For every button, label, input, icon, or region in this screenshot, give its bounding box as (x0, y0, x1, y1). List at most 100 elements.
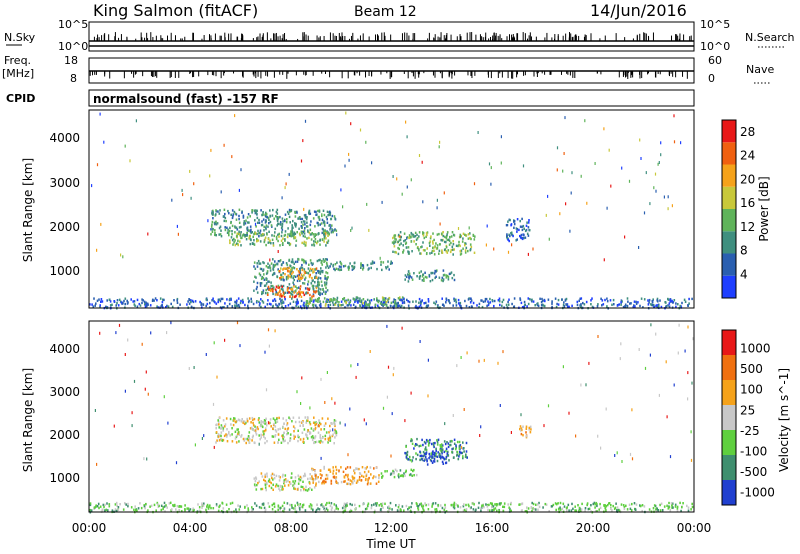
scatter-cell (259, 302, 261, 304)
scatter-cell (170, 303, 172, 305)
scatter-cell (422, 200, 423, 203)
colorbar-tick: 4 (740, 267, 748, 281)
scatter-cell (416, 275, 418, 277)
scatter-cell (249, 438, 251, 440)
scatter-cell (244, 220, 246, 222)
scatter-cell (302, 139, 303, 142)
scatter-cell (296, 240, 298, 242)
scatter-cell (286, 276, 288, 278)
scatter-cell (407, 451, 409, 453)
scatter-cell (342, 298, 344, 300)
scatter-cell (617, 304, 619, 306)
colorbar-band (722, 187, 736, 209)
scatter-cell (334, 299, 336, 301)
scatter-cell (250, 243, 252, 245)
scatter-cell (190, 508, 192, 510)
scatter-cell (557, 502, 559, 504)
scatter-cell (280, 294, 282, 296)
scatter-cell (456, 304, 458, 306)
scatter-cell (305, 292, 307, 294)
scatter-cell (378, 481, 380, 483)
scatter-cell (666, 505, 668, 507)
scatter-cell (446, 246, 448, 248)
scatter-cell (240, 244, 242, 246)
scatter-cell (277, 441, 279, 443)
scatter-cell (240, 435, 242, 437)
scatter-cell (286, 262, 288, 264)
scatter-cell (532, 248, 533, 251)
scatter-cell (263, 218, 265, 220)
scatter-cell (339, 304, 341, 306)
scatter-cell (125, 298, 127, 300)
scatter-cell (223, 427, 225, 429)
scatter-cell (325, 271, 327, 273)
scatter-cell (350, 466, 352, 468)
scatter-cell (317, 285, 319, 287)
scatter-cell (440, 446, 442, 448)
scatter-cell (315, 238, 317, 240)
scatter-cell (289, 221, 291, 223)
scatter-cell (307, 300, 309, 302)
nave-label: Nave (746, 63, 774, 76)
scatter-cell (563, 503, 565, 505)
scatter-cell (522, 434, 524, 436)
scatter-cell (349, 408, 350, 411)
scatter-cell (397, 305, 399, 307)
scatter-cell (679, 502, 681, 504)
scatter-cell (309, 294, 311, 296)
scatter-cell (113, 300, 115, 302)
scatter-cell (460, 305, 462, 307)
scatter-cell (421, 458, 423, 460)
colorbar-tick: 12 (740, 220, 755, 234)
scatter-cell (201, 507, 203, 509)
scatter-cell (428, 300, 430, 302)
scatter-cell (241, 212, 243, 214)
scatter-cell (380, 264, 382, 266)
scatter-cell (275, 425, 277, 427)
scatter-cell (91, 509, 93, 511)
scatter-cell (313, 290, 315, 292)
scatter-cell (327, 265, 329, 267)
colorbar-band (722, 355, 736, 380)
scatter-cell (465, 249, 467, 251)
scatter-cell (251, 209, 253, 211)
colorbar-tick: 28 (740, 125, 755, 139)
scatter-cell (341, 269, 343, 271)
scatter-cell (316, 504, 318, 506)
scatter-cell (499, 304, 501, 306)
scatter-cell (457, 504, 459, 506)
scatter-cell (460, 302, 462, 304)
scatter-cell (395, 251, 397, 253)
scatter-cell (644, 505, 646, 507)
scatter-cell (525, 230, 527, 232)
scatter-cell (133, 509, 135, 511)
scatter-cell (224, 220, 226, 222)
scatter-cell (439, 145, 440, 148)
scatter-cell (319, 508, 321, 510)
scatter-cell (514, 297, 516, 299)
scatter-cell (420, 340, 421, 343)
scatter-cell (388, 366, 389, 369)
scatter-cell (234, 301, 236, 303)
scatter-cell (324, 275, 326, 277)
scatter-cell (291, 507, 293, 509)
scatter-cell (630, 508, 632, 510)
scatter-cell (335, 478, 337, 480)
scatter-cell (438, 233, 440, 235)
scatter-cell (548, 299, 550, 301)
scatter-cell (267, 294, 269, 296)
scatter-cell (302, 224, 304, 226)
scatter-cell (446, 441, 448, 443)
scatter-cell (282, 272, 284, 274)
scatter-cell (299, 425, 301, 427)
scatter-cell (491, 503, 493, 505)
scatter-cell (494, 503, 496, 505)
scatter-cell (353, 267, 355, 269)
scatter-cell (407, 454, 409, 456)
scatter-cell (373, 298, 375, 300)
scatter-cell (274, 506, 276, 508)
scatter-cell (322, 417, 324, 419)
scatter-cell (404, 475, 406, 477)
scatter-cell (266, 440, 268, 442)
scatter-cell (211, 226, 213, 228)
